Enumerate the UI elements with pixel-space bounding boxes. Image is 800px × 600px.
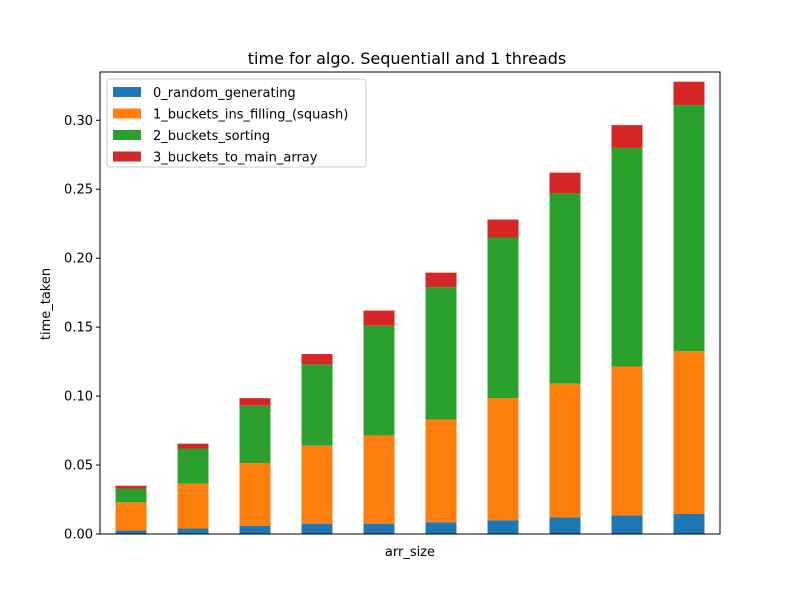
bar-segment-2-2 [239,405,271,463]
chart-title: time for algo. Sequentiall and 1 threads [248,49,566,68]
x-axis-label: arr_size [385,545,435,560]
bar-segment-3-2 [239,398,271,406]
legend-label-0: 0_random_generating [153,86,296,101]
legend-swatch-3 [113,151,141,162]
bar-segment-0-7 [549,517,581,534]
legend-swatch-1 [113,108,141,119]
bar-segment-1-3 [301,445,333,524]
axes-layer: 0.00 0.05 0.10 0.15 0.20 0.25 0.30 [64,71,721,543]
bar-segment-1-8 [611,366,643,516]
bar-segment-2-7 [549,193,581,384]
bar-segment-0-0 [115,530,147,534]
y-tick-label-1: 0.05 [64,459,93,474]
bar-segment-2-1 [177,448,209,484]
y-tick-label-3: 0.15 [64,321,93,336]
bar-segment-1-5 [425,419,457,523]
bar-segment-0-2 [239,525,271,534]
bar-segment-3-3 [301,354,333,365]
y-tick-label-5: 0.25 [64,183,93,198]
bar-segment-1-0 [115,502,147,531]
legend-label-1: 1_buckets_ins_filling_(squash) [153,108,348,123]
bar-segment-0-9 [673,514,705,534]
bar-segment-1-6 [487,398,519,521]
bar-segment-2-6 [487,237,519,399]
bar-segment-2-0 [115,488,147,503]
bar-segment-3-1 [177,443,209,449]
bar-segment-3-7 [549,172,581,194]
bar-segment-0-5 [425,522,457,534]
bar-segment-1-4 [363,435,395,524]
bar-segment-1-1 [177,483,209,529]
bar-segment-2-5 [425,287,457,420]
bar-segment-1-2 [239,462,271,526]
bar-segment-3-4 [363,310,395,326]
bar-segment-3-5 [425,272,457,288]
bar-segment-1-9 [673,351,705,515]
bars-layer [115,81,705,534]
bar-segment-0-1 [177,528,209,534]
bar-segment-2-3 [301,364,333,446]
plot-frame [99,71,721,535]
bar-segment-0-3 [301,523,333,534]
bar-segment-3-0 [115,485,147,489]
bar-segment-3-9 [673,81,705,106]
bar-segment-2-4 [363,325,395,436]
bar-segment-1-7 [549,383,581,518]
legend-label-3: 3_buckets_to_main_array [153,151,318,166]
y-tick-label-6: 0.30 [64,114,93,129]
legend-box [106,78,367,168]
bar-segment-0-8 [611,515,643,534]
bar-segment-0-4 [363,523,395,534]
legend-swatch-2 [113,130,141,140]
y-tick-label-4: 0.20 [64,252,93,267]
legend-swatch-0 [113,87,141,97]
y-axis-label: time_taken [39,268,54,340]
legend-label-2: 2_buckets_sorting [153,129,270,144]
bar-segment-0-6 [487,520,519,534]
bar-segment-2-9 [673,105,705,352]
legend: 0_random_generating 1_buckets_ins_filling… [106,78,367,168]
y-tick-label-0: 0.00 [64,528,93,543]
y-tick-label-2: 0.10 [64,390,93,405]
bar-segment-3-6 [487,219,519,238]
bar-segment-2-8 [611,147,643,367]
bar-segment-3-8 [611,125,643,148]
